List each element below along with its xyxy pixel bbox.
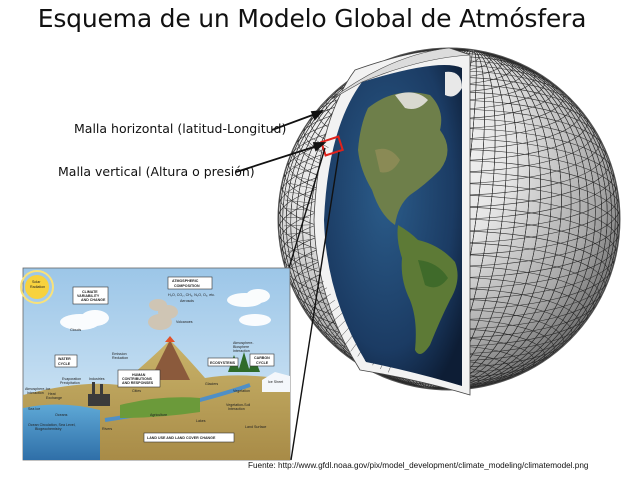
shell-grid-line [302,142,326,155]
shell-grid-line [309,293,331,308]
land-use-box: LAND USE AND LAND COVER CHANGE [147,436,216,440]
shell-grid-line [295,158,319,168]
evaporation-1: Evaporation [62,377,81,381]
human-box-1: HUMAN [132,373,146,377]
water-box-1: WATER [58,357,71,361]
climate-box-2: VARIABILITY [77,294,100,298]
shell-grid-line [284,208,310,211]
industries-label: Industries [89,377,105,381]
atm-box-1: ATMOSPHERIC [172,279,199,283]
land-surface-label: Land Surface [245,425,266,429]
shell-grid-line [305,287,328,301]
shell-grid-line [284,231,310,235]
oceans-label: Oceans [55,413,68,417]
horizontal-grid-label: Malla horizontal (latitud-Longitud) [74,121,287,136]
glaciers-label: Glaciers [205,382,218,386]
shell-grid-line [291,260,316,269]
zoom-lines [288,147,340,461]
atm-exchange-1: Atmosphere-Ice [25,387,50,391]
shell-grid-line [285,239,311,244]
atm-box-2: COMPOSITION [174,284,200,288]
emission-1: Emission [112,352,127,356]
human-box-2: CONTRIBUTIONS [122,377,153,381]
atm-formula: H₂O, CO₂, CH₄, N₂O, O₃, etc. [168,293,215,297]
shell-grid-line [298,150,322,161]
clouds-label: Clouds [70,328,81,332]
vertical-grid-label: Malla vertical (Altura o presión) [58,164,255,179]
climate-box-1: CLIMATE [82,290,98,294]
evaporation-2: Precipitation [60,381,80,385]
shell-grid-line [287,246,312,252]
eco-box: ECOSYSTEMS [210,361,236,365]
shell-grid-line [285,199,310,204]
shell-grid-line [289,253,314,261]
shell-grid-line [292,166,317,175]
solar-label-2: Radiation [30,285,45,289]
ice-sheet-label: Ice Sheet [268,380,283,384]
atm-bio-1: Atmosphere- [233,341,254,345]
shell-grid-line [319,305,340,322]
ocean-circ-1: Ocean Circulation, Sea Level, [28,423,76,427]
volcanoes-label: Volcanoes [176,320,193,324]
earth-cutaway [284,49,471,396]
human-box-3: AND RESPONSES [122,381,154,385]
page-title: Esquema de un Modelo Global de Atmósfera [37,4,587,33]
shell-grid-line [290,174,315,182]
climate-system-inset [20,267,291,461]
heat-1: Heat [48,392,56,396]
shell-grid-line [284,224,310,227]
shell-grid-line [301,281,324,293]
shell-grid-line [286,191,312,196]
agriculture-label: Agriculture [150,413,167,417]
carbon-box-2: CYCLE [256,361,269,365]
solar-label-1: Solar [32,280,41,284]
lakes-label: Lakes [196,419,206,423]
shell-grid-line [297,274,321,285]
source-caption: Fuente: http://www.gfdl.noaa.gov/pix/mod… [248,461,589,470]
inset-labels: Solar Radiation CLIMATE VARIABILITY AND … [25,279,283,440]
veg-soil-2: Interaction [228,407,245,411]
rivers-label: Rivers [102,427,112,431]
vegetation-label: Vegetation [233,389,250,393]
veg-soil-1: Vegetation-Soil [226,403,250,407]
heat-2: Exchange [46,396,62,400]
cities-label: Cities [132,389,141,393]
sea-ice-label: Sea Ice [28,407,40,411]
shell-grid-line [325,311,345,329]
highlighted-grid-cell [320,135,344,157]
cut-shell-top [329,47,471,101]
climate-box-3: AND CHANGE [81,298,106,302]
shell-grid-line [287,182,313,189]
ocean-circ-2: Biogeochemistry [35,427,62,431]
shell-grid-line [306,134,329,148]
carbon-box-1: CARBON [254,356,270,360]
label-arrows [235,109,327,173]
aerosols-label: Aerosols [180,299,194,303]
atm-bio-3: Interaction [233,349,250,353]
shell-grid-line [294,267,318,277]
water-box-2: CYCLE [58,362,71,366]
shell-grid-line [314,299,336,315]
atm-exchange-2: Interaction [27,391,44,395]
atm-bio-2: Biosphere [233,345,249,349]
emission-2: Reduction [112,356,128,360]
